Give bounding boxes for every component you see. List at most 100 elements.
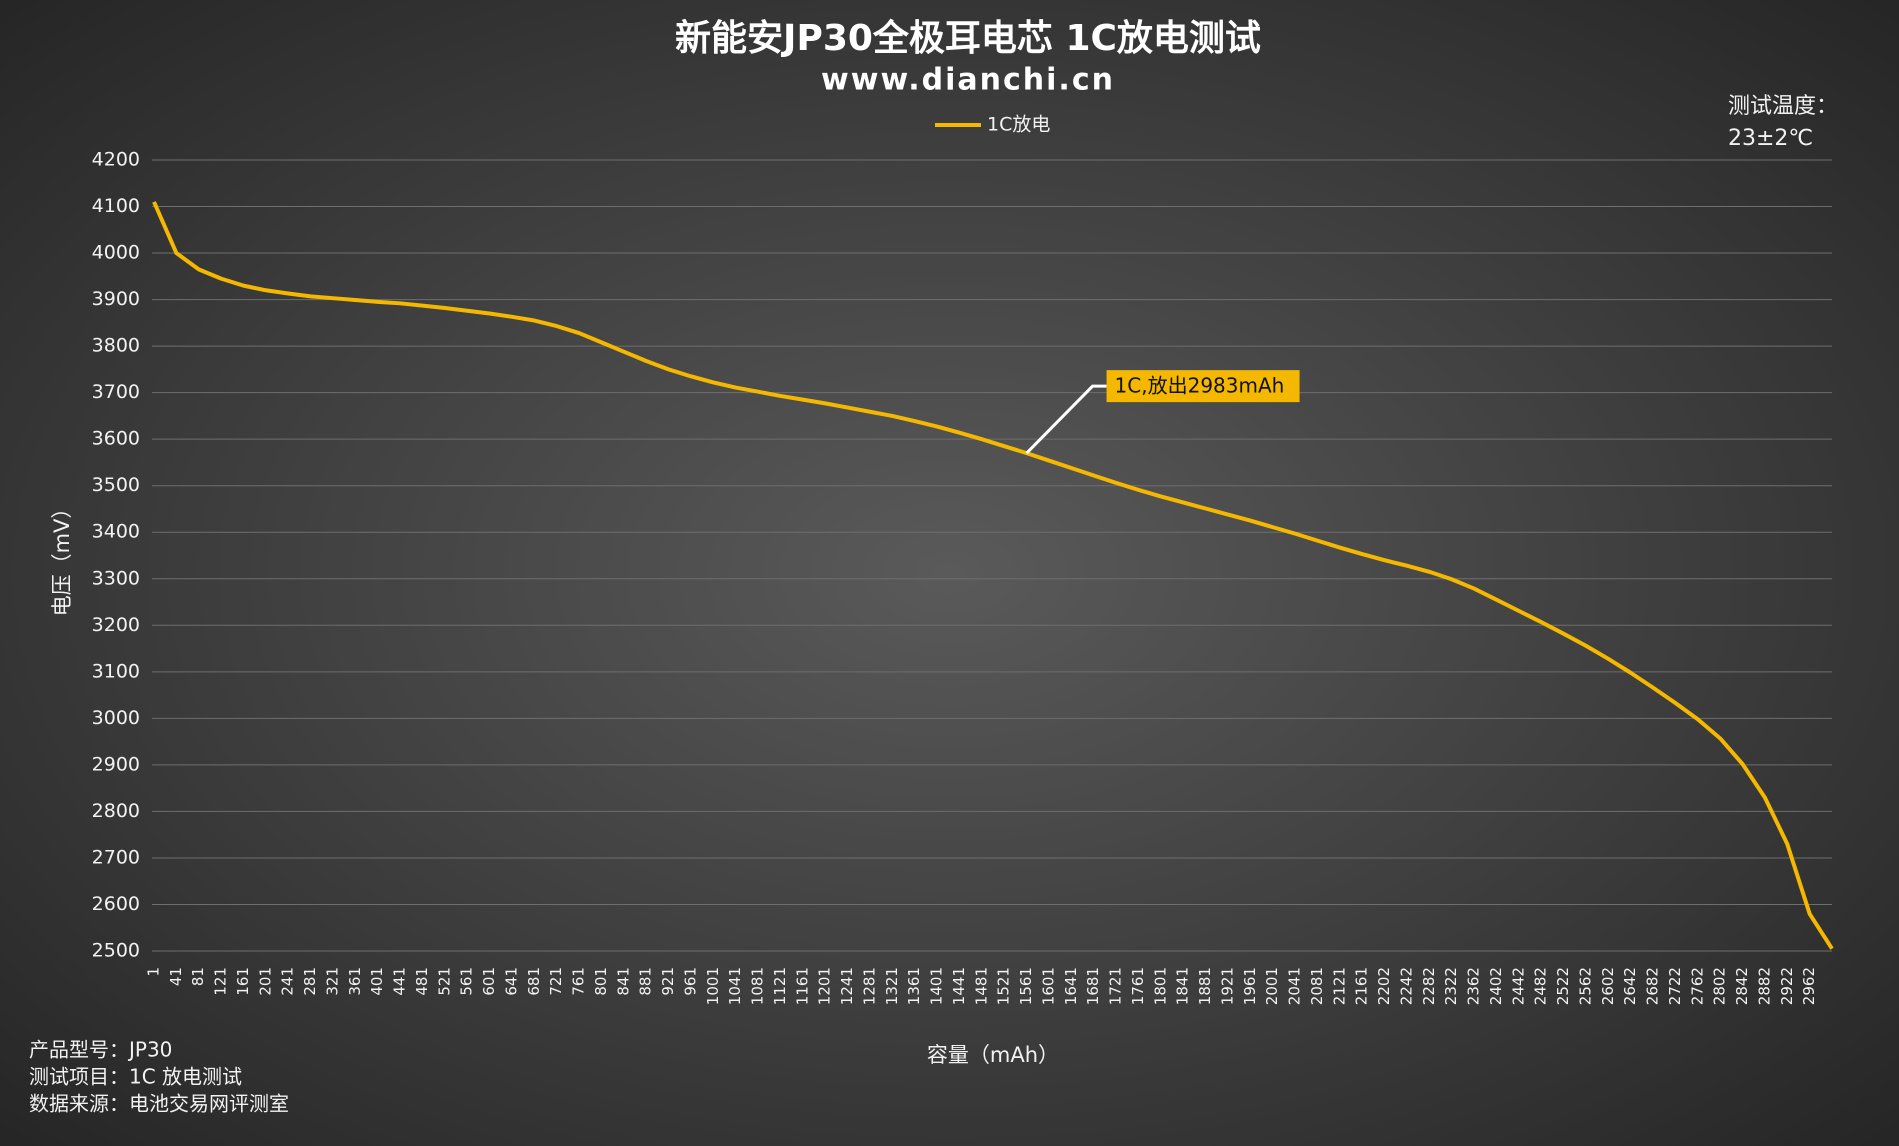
x-tick-label: 2922 <box>1778 967 1796 1005</box>
x-tick-label: 2522 <box>1554 967 1572 1005</box>
x-tick-label: 1961 <box>1241 967 1259 1005</box>
x-tick-label: 2202 <box>1375 967 1393 1005</box>
y-tick-label: 3200 <box>92 614 140 636</box>
annotation-box <box>1106 370 1300 403</box>
x-tick-label: 2642 <box>1621 967 1639 1005</box>
x-tick-label: 2762 <box>1688 967 1706 1005</box>
x-tick-label: 1321 <box>883 967 901 1005</box>
x-tick-label: 1561 <box>1017 967 1035 1005</box>
x-tick-label: 2722 <box>1666 967 1684 1005</box>
x-tick-label: 521 <box>435 967 453 996</box>
temperature-value: 23±2℃ <box>1728 126 1813 151</box>
x-tick-label: 41 <box>167 967 185 986</box>
x-tick-label: 881 <box>637 967 655 996</box>
footer-note: 数据来源：电池交易网评测室 <box>29 1092 289 1116</box>
x-tick-label: 2041 <box>1286 967 1304 1005</box>
x-tick-label: 2242 <box>1397 967 1415 1005</box>
x-tick-label: 1921 <box>1218 967 1236 1005</box>
y-tick-label: 3300 <box>92 567 140 589</box>
y-tick-label: 2600 <box>92 893 140 915</box>
x-tick-label: 81 <box>189 967 207 986</box>
x-tick-label: 1681 <box>1084 967 1102 1005</box>
x-tick-label: 561 <box>458 967 476 996</box>
x-tick-label: 1841 <box>1174 967 1192 1005</box>
x-tick-label: 2842 <box>1733 967 1751 1005</box>
x-tick-label: 1 <box>145 967 163 977</box>
footer-note: 测试项目：1C 放电测试 <box>29 1065 242 1089</box>
x-tick-label: 721 <box>547 967 565 996</box>
x-tick-label: 641 <box>502 967 520 996</box>
x-tick-label: 681 <box>525 967 543 996</box>
x-tick-label: 1161 <box>793 967 811 1005</box>
y-tick-label: 3500 <box>92 474 140 496</box>
x-tick-label: 761 <box>570 967 588 996</box>
x-tick-label: 1001 <box>704 967 722 1005</box>
footer-note: 产品型号：JP30 <box>29 1038 172 1062</box>
y-tick-label: 3700 <box>92 381 140 403</box>
x-tick-label: 1601 <box>1039 967 1057 1005</box>
y-tick-label: 2500 <box>92 940 140 962</box>
x-tick-label: 2161 <box>1353 967 1371 1005</box>
x-tick-label: 1521 <box>995 967 1013 1005</box>
x-tick-label: 1481 <box>972 967 990 1005</box>
x-tick-label: 2001 <box>1263 967 1281 1005</box>
x-tick-label: 2442 <box>1509 967 1527 1005</box>
x-tick-label: 1201 <box>816 967 834 1005</box>
x-tick-label: 1041 <box>726 967 744 1005</box>
x-tick-label: 2882 <box>1755 967 1773 1005</box>
x-tick-label: 2322 <box>1442 967 1460 1005</box>
annotation-leader <box>1025 384 1107 455</box>
chart-title: 新能安JP30全极耳电芯 1C放电测试 <box>675 17 1261 59</box>
x-tick-label: 801 <box>592 967 610 996</box>
x-tick-label: 121 <box>212 967 230 996</box>
y-axis-title: 电压（mV） <box>50 498 74 617</box>
x-tick-label: 2682 <box>1644 967 1662 1005</box>
x-tick-label: 1081 <box>749 967 767 1005</box>
x-tick-label: 1761 <box>1129 967 1147 1005</box>
y-tick-label: 4200 <box>92 149 140 171</box>
data-line <box>152 201 1834 950</box>
x-tick-label: 1241 <box>838 967 856 1005</box>
y-tick-label: 3800 <box>92 335 140 357</box>
x-tick-label: 841 <box>614 967 632 996</box>
x-tick-label: 241 <box>279 967 297 996</box>
x-tick-label: 601 <box>480 967 498 996</box>
x-tick-label: 201 <box>256 967 274 996</box>
y-tick-label: 3600 <box>92 428 140 450</box>
x-tick-label: 2282 <box>1420 967 1438 1005</box>
x-tick-label: 1881 <box>1196 967 1214 1005</box>
temperature-title: 测试温度： <box>1728 94 1838 119</box>
x-tick-label: 1801 <box>1151 967 1169 1005</box>
x-tick-label: 1721 <box>1107 967 1125 1005</box>
x-tick-label: 481 <box>413 967 431 996</box>
x-tick-label: 961 <box>681 967 699 996</box>
x-tick-label: 2121 <box>1330 967 1348 1005</box>
x-tick-label: 1121 <box>771 967 789 1005</box>
x-tick-label: 1441 <box>950 967 968 1005</box>
x-tick-label: 2362 <box>1465 967 1483 1005</box>
chart-subtitle: www.dianchi.cn <box>821 63 1115 98</box>
y-tick-label: 2800 <box>92 800 140 822</box>
x-tick-label: 441 <box>391 967 409 996</box>
x-tick-label: 1641 <box>1062 967 1080 1005</box>
y-tick-label: 2900 <box>92 753 140 775</box>
y-tick-label: 3900 <box>92 288 140 310</box>
y-tick-label: 3100 <box>92 660 140 682</box>
y-tick-label: 3000 <box>92 707 140 729</box>
x-tick-label: 2402 <box>1487 967 1505 1005</box>
x-tick-label: 401 <box>368 967 386 996</box>
y-tick-label: 4000 <box>92 242 140 264</box>
legend-label: 1C放电 <box>987 114 1050 136</box>
x-tick-label: 161 <box>234 967 252 996</box>
x-tick-label: 2562 <box>1576 967 1594 1005</box>
x-tick-label: 1401 <box>928 967 946 1005</box>
x-tick-label: 2482 <box>1532 967 1550 1005</box>
x-tick-label: 361 <box>346 967 364 996</box>
y-tick-label: 4100 <box>92 195 140 217</box>
annotation-text: 1C,放出2983mAh <box>1115 374 1285 398</box>
x-tick-label: 1281 <box>860 967 878 1005</box>
y-tick-label: 3400 <box>92 521 140 543</box>
